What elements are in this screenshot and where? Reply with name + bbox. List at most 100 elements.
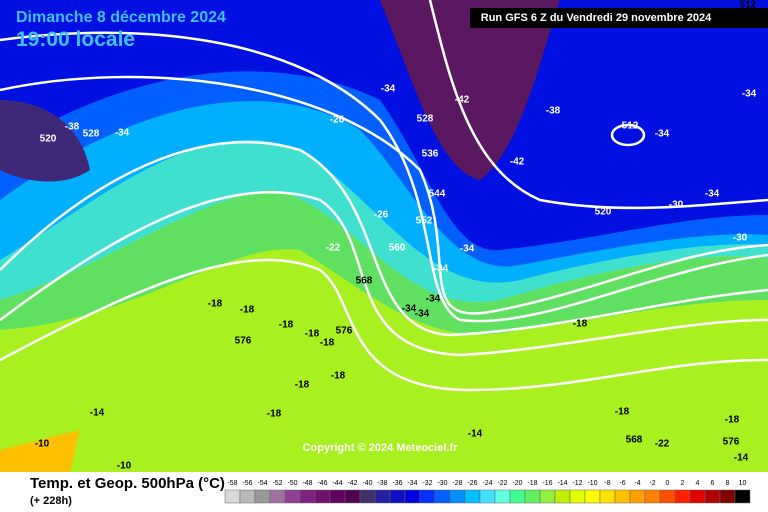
forecast-time: 19:00 locale <box>16 28 135 51</box>
legend-label: -24 <box>482 480 492 487</box>
map-label: -18 <box>573 319 588 330</box>
legend-label: -14 <box>557 480 567 487</box>
footer-lead: (+ 228h) <box>30 495 72 507</box>
legend-swatch <box>674 489 691 504</box>
map-label: -14 <box>734 453 749 464</box>
field-green <box>0 190 768 335</box>
legend-label: -12 <box>572 480 582 487</box>
map-label: 568 <box>626 435 643 446</box>
map-label: -34 <box>460 244 475 255</box>
legend-swatch <box>584 489 601 504</box>
legend-swatch <box>299 489 316 504</box>
forecast-date: Dimanche 8 décembre 2024 <box>16 9 226 26</box>
contour <box>0 191 768 357</box>
map-label: -34 <box>402 304 417 315</box>
map-label: -22 <box>326 243 341 254</box>
legend-swatch <box>284 489 301 504</box>
legend-swatch <box>734 489 751 504</box>
field-orange <box>0 430 80 472</box>
legend-swatch <box>374 489 391 504</box>
legend-swatch <box>344 489 361 504</box>
legend-label: -6 <box>619 480 625 487</box>
legend-label: -34 <box>407 480 417 487</box>
legend-swatch <box>479 489 496 504</box>
legend-label: -20 <box>512 480 522 487</box>
legend-label: -8 <box>604 480 610 487</box>
legend-swatch <box>509 489 526 504</box>
legend-label: -42 <box>347 480 357 487</box>
field-purple-west <box>0 100 90 182</box>
contour <box>610 123 646 147</box>
legend-swatch <box>404 489 421 504</box>
map-label: -18 <box>725 415 740 426</box>
color-legend: -58 -56 -54 -52 -50 -48 -46 -44 -42 -40 -38 -36 -34-… <box>224 480 751 504</box>
legend-label: -56 <box>242 480 252 487</box>
legend-swatch <box>569 489 586 504</box>
legend-label: -52 <box>272 480 282 487</box>
legend-swatch <box>389 489 406 504</box>
map-label: 576 <box>336 326 353 337</box>
map-label: -18 <box>331 371 346 382</box>
legend-swatch <box>614 489 631 504</box>
map-label: -42 <box>510 157 525 168</box>
legend-label: -54 <box>257 480 267 487</box>
map-label: -34 <box>655 129 670 140</box>
map-label: -42 <box>455 95 470 106</box>
legend-swatch <box>419 489 436 504</box>
legend-swatch <box>269 489 286 504</box>
legend-label: -38 <box>377 480 387 487</box>
map-label: -26 <box>374 210 389 221</box>
map-label: 560 <box>389 243 406 254</box>
contour <box>0 258 768 392</box>
contour <box>0 75 768 315</box>
run-banner <box>470 8 768 28</box>
map-label: -34 <box>742 89 757 100</box>
legend-swatch <box>629 489 646 504</box>
map-label: -14 <box>90 408 105 419</box>
legend-label: -28 <box>452 480 462 487</box>
map-label: -18 <box>240 305 255 316</box>
map-label: -18 <box>279 320 294 331</box>
map-label: 552 <box>416 216 433 227</box>
legend-label: -18 <box>527 480 537 487</box>
map-label: 576 <box>723 437 740 448</box>
map-label: 520 <box>40 134 57 145</box>
map-label: 520 <box>595 207 612 218</box>
legend-swatch <box>449 489 466 504</box>
map-label: 544 <box>429 189 446 200</box>
legend-label: -32 <box>422 480 432 487</box>
legend-swatch <box>644 489 661 504</box>
legend-swatch <box>689 489 706 504</box>
map-label: -10 <box>35 439 50 450</box>
contour <box>428 0 768 210</box>
legend-label: -36 <box>392 480 402 487</box>
map-label: -18 <box>320 338 335 349</box>
field-deepblue <box>0 0 768 251</box>
map-label: -34 <box>434 264 449 275</box>
legend-label: -26 <box>467 480 477 487</box>
map-field <box>0 0 768 472</box>
legend-label: -46 <box>317 480 327 487</box>
legend-swatch <box>704 489 721 504</box>
legend-label: -48 <box>302 480 312 487</box>
map-label: -26 <box>330 115 345 126</box>
map-label: 536 <box>422 149 439 160</box>
legend-swatch <box>524 489 541 504</box>
map-label: -34 <box>415 309 430 320</box>
map-label: 576 <box>235 336 252 347</box>
map-label: 512 <box>622 121 639 132</box>
map-label: -38 <box>65 122 80 133</box>
legend-label: 10 <box>739 480 747 487</box>
map-label: -34 <box>426 294 441 305</box>
legend-swatch <box>599 489 616 504</box>
legend-swatch <box>329 489 346 504</box>
run-info: Run GFS 6 Z du Vendredi 29 novembre 2024 <box>481 12 712 24</box>
map-label: -38 <box>546 106 561 117</box>
legend-label: 0 <box>666 480 670 487</box>
footer-title: Temp. et Geop. 500hPa (°C) <box>30 475 225 492</box>
legend-swatch <box>464 489 481 504</box>
legend-swatch <box>539 489 556 504</box>
map-label: -18 <box>305 329 320 340</box>
